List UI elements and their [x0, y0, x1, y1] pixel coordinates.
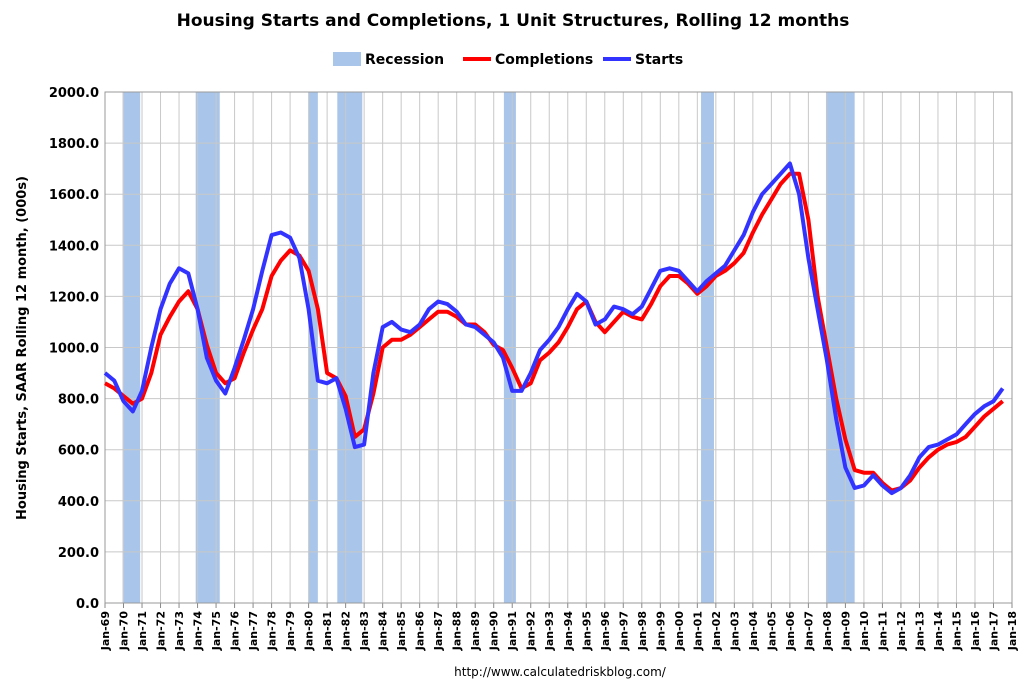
x-tick-label: Jan-05 — [765, 611, 778, 651]
y-tick-label: 2000.0 — [49, 86, 99, 101]
y-tick-label: 1200.0 — [49, 290, 99, 305]
x-tick-label: Jan-77 — [247, 611, 260, 651]
x-tick-label: Jan-71 — [136, 611, 149, 651]
x-tick-label: Jan-69 — [99, 611, 112, 651]
x-tick-label: Jan-86 — [414, 611, 427, 652]
y-tick-label: 1600.0 — [49, 188, 99, 203]
x-tick-label: Jan-17 — [987, 611, 1000, 651]
x-tick-label: Jan-83 — [358, 611, 371, 651]
x-tick-label: Jan-87 — [432, 611, 445, 651]
y-tick-label: 600.0 — [58, 444, 99, 459]
x-tick-label: Jan-98 — [636, 611, 649, 651]
x-tick-label: Jan-70 — [118, 611, 131, 652]
x-tick-label: Jan-07 — [802, 611, 815, 651]
x-tick-label: Jan-80 — [303, 611, 316, 652]
x-tick-label: Jan-95 — [580, 611, 593, 651]
x-tick-label: Jan-02 — [710, 611, 723, 651]
x-tick-label: Jan-14 — [932, 611, 945, 652]
x-tick-label: Jan-79 — [284, 611, 297, 651]
x-tick-label: Jan-92 — [525, 611, 538, 651]
x-tick-label: Jan-73 — [173, 611, 186, 651]
series-line — [103, 161, 1005, 496]
series-line — [104, 171, 1004, 493]
x-tick-label: Jan-12 — [895, 611, 908, 651]
x-tick-label: Jan-03 — [728, 611, 741, 651]
x-tick-label: Jan-97 — [617, 611, 630, 651]
x-tick-label: Jan-06 — [784, 611, 797, 652]
x-tick-label: Jan-08 — [821, 611, 834, 651]
legend-label: Starts — [635, 52, 683, 68]
x-tick-label: Jan-01 — [691, 611, 704, 651]
x-tick-label: Jan-13 — [913, 611, 926, 651]
y-axis-title: Housing Starts, SAAR Rolling 12 month, (… — [15, 176, 30, 520]
x-tick-label: Jan-85 — [395, 611, 408, 651]
y-tick-label: 0.0 — [76, 597, 99, 612]
x-tick-label: Jan-91 — [506, 611, 519, 651]
x-tick-label: Jan-78 — [266, 611, 279, 651]
legend-item: Recession — [333, 52, 444, 68]
x-tick-label: Jan-18 — [1006, 611, 1019, 651]
legend-item: Completions — [463, 52, 593, 68]
legend-label: Completions — [495, 52, 593, 68]
legend-label: Recession — [365, 52, 444, 68]
y-tick-label: 1000.0 — [49, 342, 99, 357]
x-tick-label: Jan-88 — [451, 611, 464, 651]
x-tick-label: Jan-76 — [229, 611, 242, 652]
y-tick-label: 400.0 — [58, 495, 99, 510]
x-tick-label: Jan-93 — [543, 611, 556, 651]
y-tick-label: 800.0 — [58, 393, 99, 408]
x-tick-label: Jan-99 — [654, 611, 667, 651]
source: http://www.calculatedriskblog.com/ — [454, 665, 667, 679]
chart-title: Housing Starts and Completions, 1 Unit S… — [177, 11, 850, 31]
x-tick-label: Jan-75 — [210, 611, 223, 651]
x-tick-label: Jan-16 — [969, 611, 982, 652]
x-tick-label: Jan-84 — [377, 611, 390, 652]
x-tick-label: Jan-89 — [469, 611, 482, 651]
x-tick-label: Jan-04 — [747, 611, 760, 652]
plot-border — [104, 91, 1013, 604]
legend-swatch — [333, 52, 361, 66]
x-tick-label: Jan-94 — [562, 611, 575, 652]
x-tick-label: Jan-72 — [155, 611, 168, 651]
x-tick-label: Jan-82 — [340, 611, 353, 651]
y-tick-label: 1800.0 — [49, 137, 99, 152]
x-tick-label: Jan-10 — [858, 611, 871, 652]
x-tick-label: Jan-11 — [876, 611, 889, 651]
legend-item: Starts — [603, 52, 683, 68]
x-tick-label: Jan-81 — [321, 611, 334, 651]
x-tick-label: Jan-74 — [192, 611, 205, 652]
x-tick-label: Jan-15 — [950, 611, 963, 651]
x-tick-label: Jan-00 — [673, 611, 686, 652]
y-tick-label: 1400.0 — [49, 239, 99, 254]
x-tick-label: Jan-90 — [488, 611, 501, 652]
x-tick-label: Jan-96 — [599, 611, 612, 652]
y-tick-label: 200.0 — [58, 546, 99, 561]
x-tick-label: Jan-09 — [839, 611, 852, 651]
